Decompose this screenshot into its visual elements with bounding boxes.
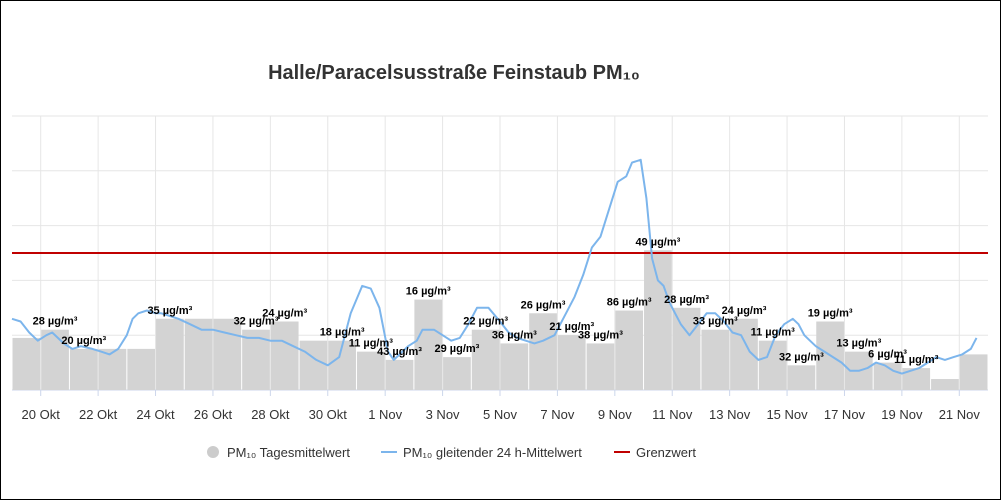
legend-item-limit[interactable]: Grenzwert: [614, 445, 696, 460]
legend-label-daily-mean[interactable]: PM₁₀ Tagesmittelwert: [227, 445, 350, 460]
bar-21: [615, 310, 644, 390]
legend-label-moving-average[interactable]: PM₁₀ gleitender 24 h-Mittelwert: [403, 445, 582, 460]
bar-16: [471, 329, 500, 390]
x-tick-label-14: 17 Nov: [824, 407, 866, 422]
moving-average-line: [11, 158, 978, 375]
data-label-20: 38 µg/m³: [578, 329, 623, 341]
legend-swatch-bar: [207, 446, 219, 458]
x-tick-label-10: 9 Nov: [598, 407, 632, 422]
x-tick-label-4: 28 Okt: [251, 407, 290, 422]
x-tick-label-2: 24 Okt: [136, 407, 175, 422]
bar-23: [672, 307, 701, 390]
bar-26: [758, 340, 787, 390]
data-label-2: 20 µg/m³: [61, 335, 106, 347]
data-label-9: 24 µg/m³: [262, 308, 307, 320]
bar-27: [787, 365, 816, 390]
x-tick-label-13: 15 Nov: [766, 407, 808, 422]
data-label-24: 33 µg/m³: [693, 316, 738, 328]
bar-0: [12, 337, 41, 390]
legend-item-moving-average[interactable]: PM₁₀ gleitender 24 h-Mittelwert: [381, 445, 582, 460]
data-label-18: 26 µg/m³: [521, 299, 566, 311]
data-label-16: 22 µg/m³: [463, 316, 508, 328]
bar-14: [414, 299, 443, 390]
data-label-22: 49 µg/m³: [635, 236, 680, 248]
x-tick-label-0: 20 Okt: [22, 407, 61, 422]
legend[interactable]: PM₁₀ Tagesmittelwert PM₁₀ gleitender 24 …: [207, 445, 696, 460]
bar-5: [156, 318, 184, 390]
bar-13: [385, 359, 414, 390]
x-tick-label-5: 30 Okt: [309, 407, 348, 422]
data-label-17: 36 µg/m³: [492, 329, 537, 341]
data-label-14: 16 µg/m³: [406, 286, 451, 298]
data-label-11: 18 µg/m³: [320, 327, 365, 339]
bars: [12, 250, 988, 390]
moving-average-path: [11, 158, 978, 375]
legend-label-limit[interactable]: Grenzwert: [636, 445, 696, 460]
bar-3: [98, 348, 127, 390]
data-label-27: 32 µg/m³: [779, 351, 824, 363]
x-tick-label-12: 13 Nov: [709, 407, 751, 422]
data-label-19: 21 µg/m³: [549, 321, 594, 333]
data-label-29: 13 µg/m³: [836, 338, 881, 350]
x-tick-label-1: 22 Okt: [79, 407, 118, 422]
bar-22: [644, 250, 672, 390]
bar-10: [299, 340, 328, 390]
data-label-1: 28 µg/m³: [33, 316, 78, 328]
bar-32: [931, 379, 959, 390]
bar-17: [500, 343, 529, 390]
bar-2: [69, 348, 98, 390]
data-label-23: 28 µg/m³: [664, 294, 709, 306]
data-label-13: 43 µg/m³: [377, 346, 422, 358]
bar-20: [586, 343, 615, 390]
bar-9: [270, 321, 299, 390]
bar-7: [213, 318, 242, 390]
x-tick-label-6: 1 Nov: [368, 407, 402, 422]
x-tick-label-9: 7 Nov: [540, 407, 574, 422]
data-label-12: 11 µg/m³: [349, 338, 394, 350]
data-label-5: 35 µg/m³: [147, 305, 192, 317]
x-axis: 20 Okt 22 Okt 24 Okt 26 Okt 28 Okt 30 Okt 1 No…: [22, 390, 981, 422]
x-tick-label-16: 21 Nov: [939, 407, 981, 422]
x-tick-label-15: 19 Nov: [881, 407, 923, 422]
bar-31: [902, 368, 931, 390]
x-tick-label-3: 26 Okt: [194, 407, 233, 422]
x-tick-label-8: 5 Nov: [483, 407, 517, 422]
bar-15: [443, 357, 471, 390]
chart-title: Halle/Paracelsusstraße Feinstaub PM₁₀: [268, 62, 640, 84]
bar-19: [557, 335, 586, 390]
bar-1: [41, 329, 69, 390]
data-label-31: 11 µg/m³: [894, 354, 939, 366]
data-label-15: 29 µg/m³: [435, 343, 480, 355]
data-label-26: 11 µg/m³: [751, 327, 796, 339]
bar-4: [127, 348, 156, 390]
legend-item-daily-mean[interactable]: PM₁₀ Tagesmittelwert: [207, 445, 350, 460]
data-label-25: 24 µg/m³: [722, 305, 767, 317]
bar-18: [529, 313, 557, 390]
x-tick-label-11: 11 Nov: [652, 407, 693, 422]
bar-12: [356, 351, 385, 390]
data-label-8: 32 µg/m³: [234, 316, 279, 328]
data-label-28: 19 µg/m³: [808, 308, 853, 320]
data-label-21: 86 µg/m³: [607, 297, 652, 309]
bar-33: [959, 354, 988, 390]
data-label-30: 6 µg/m³: [868, 349, 907, 361]
x-tick-label-7: 3 Nov: [426, 407, 460, 422]
bar-24: [701, 329, 730, 390]
